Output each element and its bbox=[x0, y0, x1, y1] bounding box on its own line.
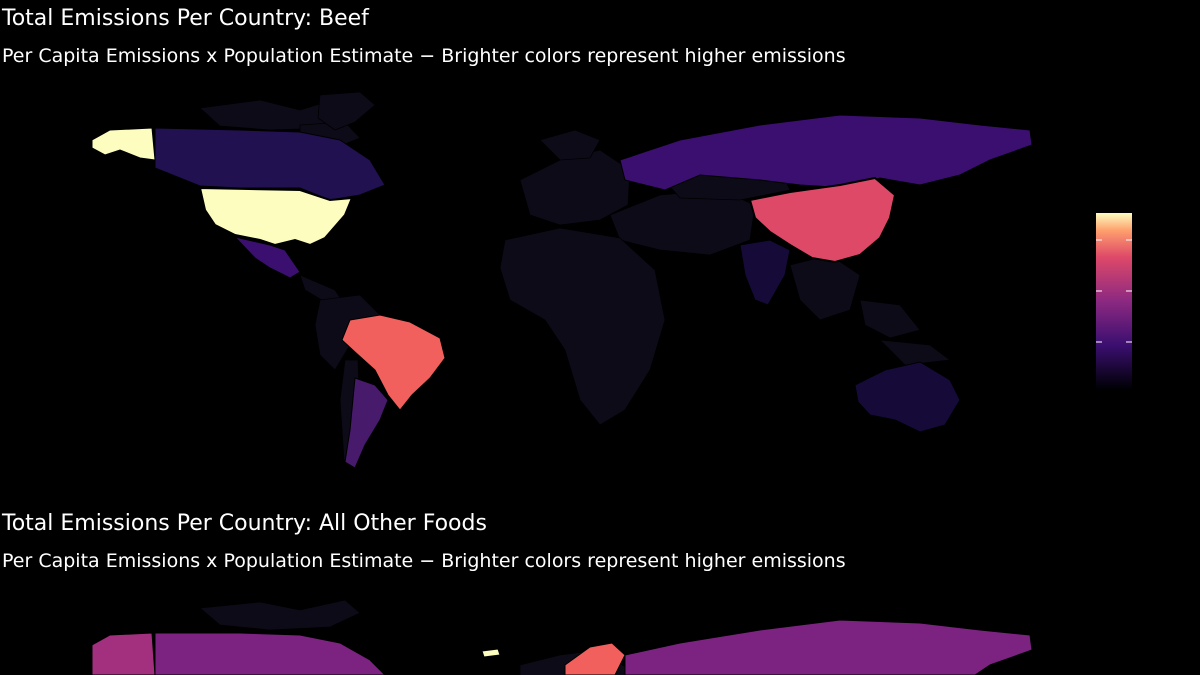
region-scandinavia bbox=[564, 642, 626, 675]
beef-choropleth-map bbox=[91, 91, 1132, 469]
region-argentina bbox=[344, 377, 389, 469]
legend-color-bar bbox=[1096, 213, 1132, 389]
region-alaska bbox=[91, 127, 156, 161]
beef-map-panel: Total Emissions Per Country: Beef Per Ca… bbox=[2, 6, 1132, 469]
other-foods-map-panel: Total Emissions Per Country: All Other F… bbox=[0, 505, 1200, 675]
country-shapes bbox=[91, 619, 1033, 675]
color-legend bbox=[1096, 213, 1132, 389]
map-title: Total Emissions Per Country: All Other F… bbox=[2, 511, 487, 536]
map-subtitle: Per Capita Emissions x Population Estima… bbox=[2, 550, 846, 572]
region-mexico bbox=[233, 236, 301, 279]
region-usa bbox=[198, 186, 354, 247]
region-russia bbox=[624, 619, 1033, 675]
other-foods-choropleth-map bbox=[91, 599, 1033, 675]
region-brazil bbox=[341, 314, 446, 411]
region-russia bbox=[619, 114, 1033, 191]
region-india bbox=[739, 239, 791, 306]
region-china bbox=[748, 176, 897, 264]
region-canada bbox=[154, 632, 386, 675]
region-canada bbox=[154, 127, 386, 201]
map-subtitle: Per Capita Emissions x Population Estima… bbox=[2, 45, 846, 67]
country-shapes bbox=[91, 114, 1033, 469]
map-title: Total Emissions Per Country: Beef bbox=[2, 6, 369, 31]
region-alaska bbox=[91, 632, 156, 675]
legend-ticks bbox=[1096, 239, 1132, 343]
land-background bbox=[199, 91, 952, 466]
region-australia bbox=[854, 361, 961, 433]
region-greenland bbox=[481, 648, 501, 658]
